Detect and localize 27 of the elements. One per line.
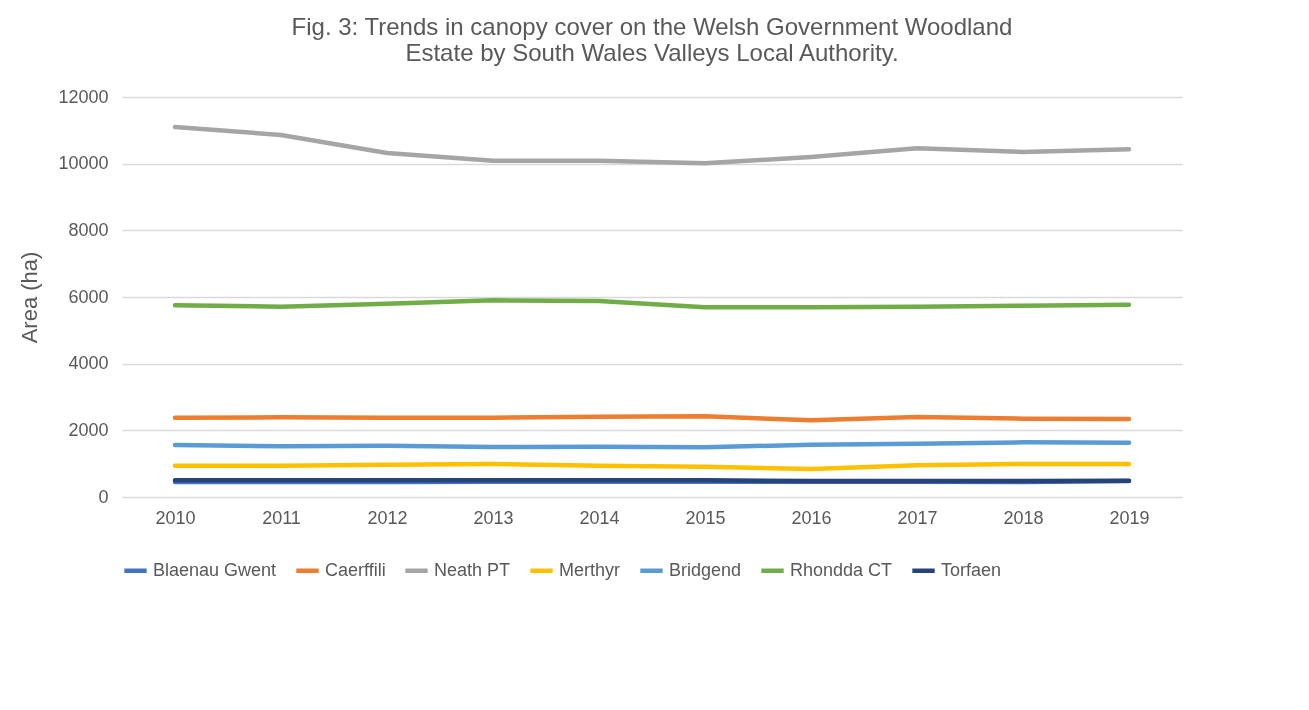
x-tick-label: 2015 [685, 507, 726, 528]
legend-label: Caerffili [325, 559, 386, 580]
x-tick-label: 2016 [791, 507, 832, 528]
text: Fig. 3: Trends in canopy cover on the Welsh Government Woodland [291, 13, 1013, 40]
y-tick-label: 10000 [58, 153, 109, 174]
x-tick-label: 2019 [1109, 507, 1150, 528]
x-tick-label: 2014 [579, 507, 620, 528]
y-tick-label: 8000 [68, 219, 109, 240]
y-tick-label: 4000 [68, 353, 109, 374]
x-tick-label: 2011 [262, 507, 301, 528]
y-tick-label: 2000 [68, 419, 109, 440]
legend-label: Bridgend [669, 559, 742, 580]
y-tick-label: 6000 [68, 286, 109, 307]
x-tick-label: 2013 [473, 507, 514, 528]
x-tick-label: 2017 [897, 507, 938, 528]
legend-label: Blaenau Gwent [153, 559, 277, 580]
y-tick-label: 12000 [58, 86, 109, 107]
text: Estate by South Wales Valleys Local Authority. [405, 39, 899, 66]
x-tick-label: 2010 [155, 507, 196, 528]
y-tick-label: 0 [98, 486, 109, 507]
x-tick-label: 2018 [1003, 507, 1044, 528]
legend-label: Neath PT [434, 559, 511, 580]
legend-label: Merthyr [559, 559, 621, 580]
y-axis-title: Area (ha) [17, 251, 43, 344]
legend-label: Rhondda CT [790, 559, 893, 580]
x-tick-label: 2012 [367, 507, 408, 528]
legend-label: Torfaen [941, 559, 1002, 580]
